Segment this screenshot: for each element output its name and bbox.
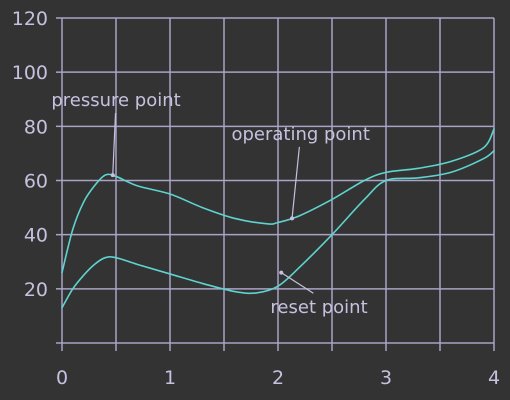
x-tick-label: 3 xyxy=(380,367,392,389)
annotation-layer: pressure point operating point reset point xyxy=(51,90,370,318)
y-tick-label: 120 xyxy=(12,8,48,30)
tick-label-layer: 20 40 60 80 100 120 0 1 2 3 4 xyxy=(12,8,500,389)
annotation-marker-operating-point xyxy=(290,216,295,221)
y-tick-label: 60 xyxy=(24,171,48,193)
series-line-1 xyxy=(61,128,495,274)
y-tick-label: 100 xyxy=(12,62,48,84)
annotation-leader-operating-point xyxy=(291,146,300,219)
y-tick-label: 20 xyxy=(24,279,48,301)
series-layer xyxy=(61,128,495,309)
x-tick-label: 1 xyxy=(164,367,176,389)
annotation-pressure-point: pressure point xyxy=(51,90,180,111)
axis-layer xyxy=(56,17,495,351)
annotation-leader-pressure-point xyxy=(112,112,117,176)
annotation-operating-point: operating point xyxy=(231,124,369,145)
annotation-marker-reset-point xyxy=(279,270,284,275)
annotation-leader-reset-point xyxy=(280,272,314,294)
y-tick-label: 80 xyxy=(24,116,48,138)
x-tick-label: 0 xyxy=(56,367,68,389)
y-tick-label: 40 xyxy=(24,225,48,247)
x-tick-label: 4 xyxy=(488,367,500,389)
series-line-2 xyxy=(61,149,495,309)
annotation-reset-point: reset point xyxy=(270,297,367,318)
annotation-marker-pressure-point xyxy=(110,173,115,178)
x-tick-label: 2 xyxy=(272,367,284,389)
grid-layer xyxy=(61,17,495,343)
